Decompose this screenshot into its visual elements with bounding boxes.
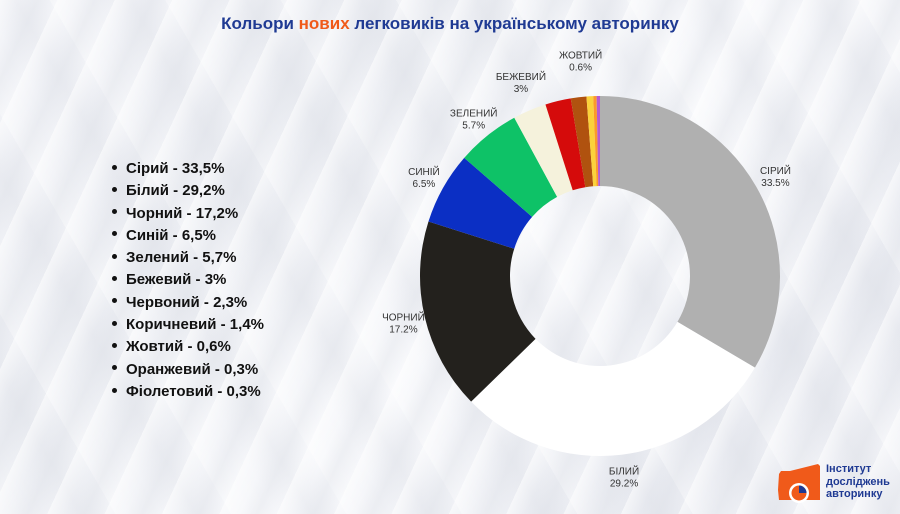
slice-5 — [514, 104, 573, 197]
slice-label-value: 5.7% — [462, 120, 485, 131]
slice-label-value: 29.2% — [610, 479, 638, 490]
slice-10 — [596, 96, 600, 187]
donut-slices — [420, 96, 781, 457]
legend-item: Коричневий - 1,4% — [112, 314, 264, 336]
bullet-icon — [112, 253, 117, 259]
legend-item: Червоний - 2,3% — [112, 292, 264, 314]
slice-label-name: БЕЖЕВИЙ — [496, 70, 546, 83]
bullet-icon — [112, 231, 117, 237]
legend-item: Жовтий - 0,6% — [112, 336, 264, 358]
legend-item: Зелений - 5,7% — [112, 247, 264, 269]
legend-item: Оранжевий - 0,3% — [112, 359, 264, 381]
legend-item: Білий - 29,2% — [112, 180, 264, 202]
bullet-icon — [112, 186, 117, 192]
bullet-icon — [112, 365, 117, 371]
slice-label-name: СІРИЙ — [760, 164, 791, 177]
logo-text: Інститут досліджень авторинку — [826, 463, 890, 500]
bullet-icon — [112, 164, 117, 170]
slice-9 — [593, 96, 599, 187]
slice-8 — [586, 96, 597, 187]
legend-item: Сірий - 33,5% — [112, 158, 264, 180]
slice-1 — [471, 321, 755, 457]
legend-item: Синій - 6,5% — [112, 225, 264, 247]
slice-0 — [600, 96, 781, 368]
title-suffix: легковиків на українському авторинку — [349, 14, 679, 33]
legend-item: Чорний - 17,2% — [112, 203, 264, 225]
slice-label-name: ЖОВТИЙ — [559, 48, 602, 61]
slice-3 — [428, 157, 533, 249]
bullet-icon — [112, 387, 117, 393]
logo-car-chart-icon — [778, 464, 820, 503]
slice-7 — [570, 96, 594, 188]
slice-label-value: 6.5% — [413, 179, 436, 190]
slice-label-name: ЗЕЛЕНИЙ — [450, 106, 498, 119]
slice-label-name: СИНІЙ — [408, 165, 440, 178]
slice-label-value: 0.6% — [569, 62, 592, 73]
slice-label-value: 17.2% — [389, 325, 417, 336]
slice-4 — [464, 117, 558, 217]
institute-logo: Інститут досліджень авторинку — [776, 462, 896, 506]
legend-item: Бежевий - 3% — [112, 269, 264, 291]
bullet-icon — [112, 298, 117, 304]
slice-2 — [420, 221, 536, 402]
slice-6 — [545, 98, 586, 191]
bullet-icon — [112, 209, 117, 215]
legend-item: Фіолетовий - 0,3% — [112, 381, 264, 403]
slice-label-name: БІЛИЙ — [609, 465, 639, 478]
slice-label-name: ЧОРНИЙ — [382, 311, 425, 324]
bullet-icon — [112, 320, 117, 326]
title-accent: нових — [298, 14, 350, 33]
bullet-icon — [112, 342, 117, 348]
slice-label-value: 33.5% — [761, 178, 789, 189]
legend-list: Сірий - 33,5% Білий - 29,2% Чорний - 17,… — [112, 158, 264, 403]
slice-label-value: 3% — [514, 84, 529, 95]
title-prefix: Кольори — [221, 14, 299, 33]
bullet-icon — [112, 276, 117, 282]
page-title: Кольори нових легковиків на українському… — [0, 14, 900, 34]
